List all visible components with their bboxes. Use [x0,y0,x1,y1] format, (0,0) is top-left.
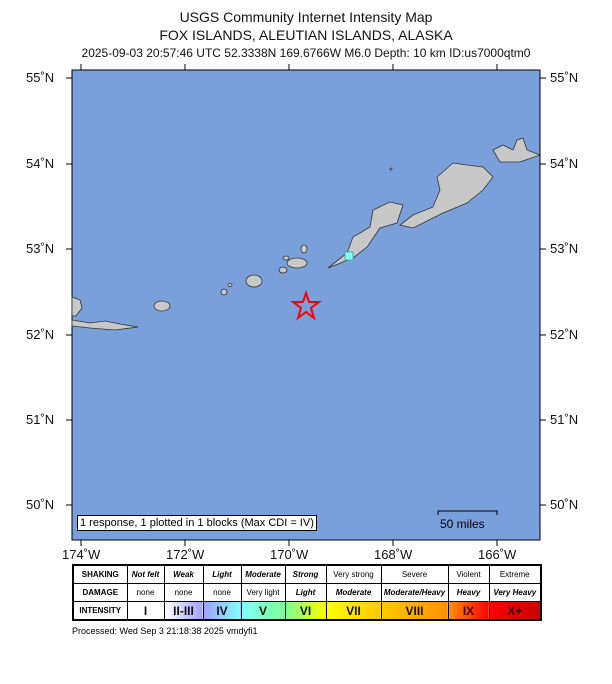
ocean [71,69,541,541]
legend-intensity-cell: X+ [488,601,542,621]
ticks [66,64,546,546]
legend-damage-cell: Moderate/Heavy [380,583,449,602]
legend-intensity-cell: VI [284,601,327,621]
cdi-block-iv[interactable] [344,251,354,261]
shaking-label: SHAKING [72,564,128,584]
lat-label: 51˚N [550,412,579,427]
legend-shaking-cell: Strong [284,564,327,584]
lon-label: 168˚W [374,547,413,562]
lat-label: 50˚N [26,497,55,512]
lat-label: 54˚N [26,156,55,171]
legend-shaking-cell: Very strong [325,564,382,584]
legend-shaking-cell: Violent [447,564,490,584]
legend-shaking-cell: Extreme [488,564,542,584]
legend-intensity-cell: VII [325,601,382,621]
scale-label: 50 miles [440,517,485,531]
legend-damage-cell: none [163,583,204,602]
damage-label: DAMAGE [72,583,128,602]
lat-label: 50˚N [550,497,579,512]
event-info: 2025-09-03 20:57:46 UTC 52.3338N 169.676… [81,46,531,60]
response-summary: 1 response, 1 plotted in 1 blocks (Max C… [77,515,317,531]
lat-label: 55˚N [26,70,55,85]
lat-label: 52˚N [550,327,579,342]
map-title: USGS Community Internet Intensity Map [179,9,433,25]
legend-damage-cell: none [202,583,242,602]
legend-intensity-cell: V [240,601,286,621]
legend-intensity-cell: I [126,601,165,621]
legend-damage-cell: Light [284,583,327,602]
island-unalaska [399,162,494,229]
island-east [492,137,542,163]
legend-intensity-cell: VIII [380,601,449,621]
lon-label: 172˚W [166,547,205,562]
lat-label: 55˚N [550,70,579,85]
scale-bar [437,510,498,515]
lon-label: 166˚W [478,547,517,562]
lon-label: 174˚W [62,547,101,562]
lat-label: 51˚N [26,412,55,427]
lat-label: 53˚N [26,241,55,256]
legend-damage-cell: none [126,583,165,602]
legend-intensity-cell: IV [202,601,242,621]
legend-damage-cell: Moderate [325,583,382,602]
legend-damage-cell: Very Heavy [488,583,542,602]
lat-label: 54˚N [550,156,579,171]
legend-intensity-cell: II-III [163,601,204,621]
island-umnak [327,201,404,269]
legend-shaking-cell: Moderate [240,564,286,584]
intensity-label: INTENSITY [72,601,128,621]
processed-timestamp: Processed: Wed Sep 3 21:18:38 2025 vmdyf… [72,626,258,636]
legend-shaking-cell: Weak [163,564,204,584]
red-star-icon [290,289,322,321]
region-title: FOX ISLANDS, ALEUTIAN ISLANDS, ALASKA [159,27,453,43]
map [66,64,546,546]
lat-label: 53˚N [550,241,579,256]
legend-shaking-cell: Not felt [126,564,165,584]
legend-damage-cell: Very light [240,583,286,602]
legend-intensity-cell: IX [447,601,490,621]
lon-label: 170˚W [270,547,309,562]
legend-shaking-cell: Severe [380,564,449,584]
legend-damage-cell: Heavy [447,583,490,602]
lat-label: 52˚N [26,327,55,342]
legend-shaking-cell: Light [202,564,242,584]
intensity-legend: SHAKING Not felt Weak Light Moderate Strong Ve… [72,564,542,621]
land [71,137,542,331]
